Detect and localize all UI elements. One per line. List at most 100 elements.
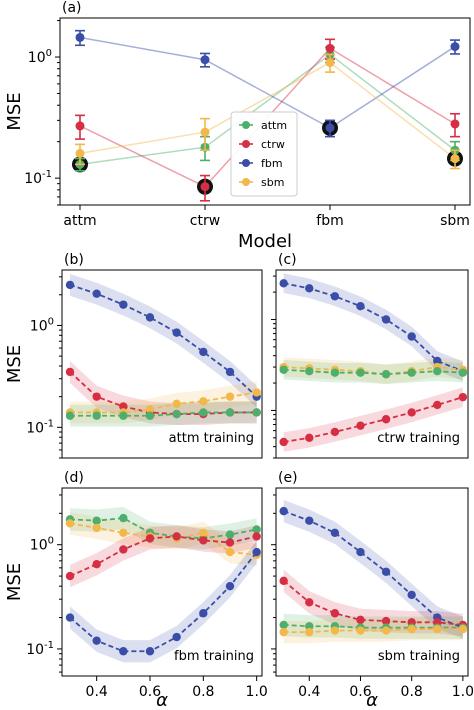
series-line-attm — [283, 368, 463, 376]
data-point-fbm — [305, 284, 314, 293]
legend-swatch-marker — [242, 140, 250, 148]
data-point-attm — [225, 408, 235, 417]
confidence-band-ctrw — [283, 387, 463, 452]
data-point-sbm — [305, 627, 314, 637]
data-point-sbm — [119, 528, 128, 538]
data-point-attm — [145, 411, 155, 420]
data-point-fbm — [356, 547, 365, 557]
x-tick-label: 0.4 — [298, 684, 320, 700]
legend-swatch-marker — [242, 178, 250, 186]
data-point-fbm — [330, 528, 340, 538]
y-tick-label: 100 — [28, 48, 52, 66]
data-point-ctrw — [458, 392, 468, 402]
y-tick-label: 100 — [30, 316, 54, 334]
series-line-attm — [69, 517, 257, 540]
x-axis-label: α — [156, 690, 168, 710]
data-point-ctrw — [92, 392, 101, 401]
data-point-attm — [330, 368, 340, 377]
data-point-ctrw — [279, 576, 288, 586]
legend-label: ctrw — [261, 138, 285, 151]
panel-annotation: fbm training — [174, 649, 254, 664]
data-point-sbm — [199, 397, 208, 406]
data-point-ctrw — [450, 119, 460, 129]
series-line-sbm — [283, 628, 463, 634]
confidence-band-fbm — [70, 540, 257, 663]
data-point-attm — [305, 367, 314, 376]
data-point-fbm — [356, 301, 365, 311]
data-point-attm — [356, 368, 365, 377]
series-line-ctrw — [283, 396, 464, 443]
data-point-ctrw — [279, 437, 288, 447]
x-tick-label: 1.0 — [452, 684, 474, 700]
data-point-ctrw — [381, 616, 391, 626]
data-point-attm — [119, 513, 128, 523]
data-point-fbm — [172, 328, 181, 337]
data-point-sbm — [407, 624, 416, 634]
data-point-sbm — [145, 405, 155, 414]
data-point-sbm — [381, 626, 391, 635]
data-point-fbm — [433, 356, 442, 366]
panel-label: (e) — [278, 470, 298, 486]
series-line-fbm — [79, 36, 456, 129]
data-point-attm — [381, 370, 391, 379]
panel-c: (c) ctrw training — [271, 252, 469, 459]
data-point-sbm — [279, 627, 288, 637]
data-point-fbm — [305, 516, 314, 525]
x-tick-label: 0.8 — [401, 684, 423, 700]
data-point-attm — [252, 525, 261, 534]
x-tick-label: fbm — [316, 213, 343, 229]
data-point-attm — [225, 530, 235, 539]
series-line-ctrw — [69, 535, 257, 577]
data-point-sbm — [325, 58, 335, 68]
data-point-sbm — [433, 624, 442, 634]
x-tick-label: 0.6 — [349, 684, 371, 700]
data-point-attm — [279, 620, 288, 630]
data-point-ctrw — [325, 43, 335, 53]
data-point-attm — [119, 411, 128, 420]
confidence-band-fbm — [283, 499, 463, 639]
data-point-sbm — [225, 547, 235, 557]
data-point-fbm — [225, 367, 235, 377]
series-line-sbm — [69, 522, 257, 556]
x-tick-label: attm — [63, 213, 96, 229]
data-point-sbm — [356, 626, 365, 635]
data-point-ctrw — [252, 532, 261, 541]
panel-label: (c) — [278, 252, 297, 268]
data-point-ctrw — [172, 532, 181, 541]
data-point-fbm — [381, 567, 391, 576]
confidence-band-fbm — [283, 273, 463, 381]
x-tick-label: 1.0 — [246, 684, 268, 700]
data-point-fbm — [75, 32, 85, 42]
legend-swatch-marker — [242, 159, 250, 167]
legend-box — [230, 111, 298, 197]
y-axis-label: MSE — [4, 92, 25, 130]
data-point-sbm — [199, 528, 208, 538]
series-line-sbm — [70, 391, 257, 414]
plot-frame — [59, 17, 471, 206]
series-line-attm — [283, 624, 463, 629]
data-point-ctrw — [92, 560, 101, 569]
panel-annotation: ctrw training — [377, 431, 460, 446]
data-point-attm — [407, 368, 416, 377]
legend-label: sbm — [261, 176, 284, 189]
data-point-fbm — [279, 279, 288, 288]
data-point-ctrw — [305, 598, 314, 607]
data-point-fbm — [199, 347, 208, 357]
y-tick-label: 100 — [30, 536, 54, 554]
data-point-fbm — [381, 315, 391, 324]
panel-annotation: attm training — [169, 431, 254, 446]
data-point-sbm — [65, 519, 75, 528]
legend-label: attm — [261, 119, 287, 132]
data-point-fbm — [199, 609, 208, 618]
data-point-fbm — [65, 613, 75, 622]
data-point-sbm — [450, 154, 460, 164]
data-point-fbm — [225, 581, 235, 591]
data-point-ctrw — [330, 427, 340, 437]
data-point-fbm — [65, 280, 75, 290]
data-point-sbm — [458, 624, 468, 634]
data-point-fbm — [119, 647, 128, 656]
data-point-ctrw — [225, 538, 235, 547]
data-point-ctrw — [381, 415, 391, 424]
data-point-sbm — [92, 523, 101, 533]
